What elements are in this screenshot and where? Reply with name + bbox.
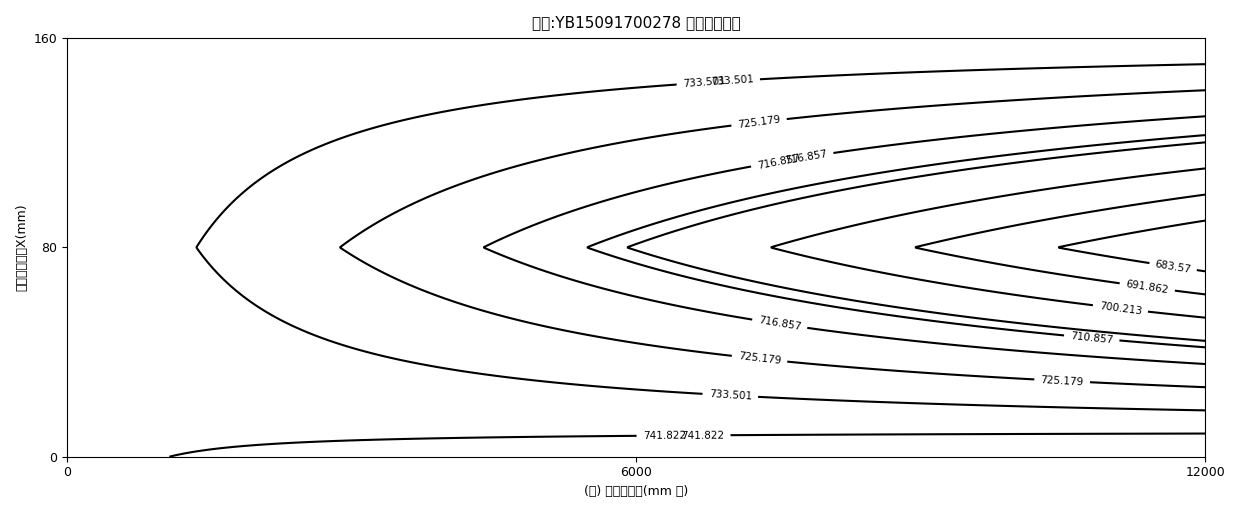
Text: 725.179: 725.179: [738, 351, 781, 366]
X-axis label: (图) 坐料长方向(mm 处): (图) 坐料长方向(mm 处): [584, 485, 688, 498]
Y-axis label: 坐料厚度方向X(mm): 坐料厚度方向X(mm): [15, 204, 29, 291]
Text: 733.501: 733.501: [711, 74, 754, 87]
Text: 716.857: 716.857: [784, 149, 828, 166]
Text: 716.857: 716.857: [756, 153, 801, 171]
Text: 733.501: 733.501: [682, 76, 727, 89]
Text: 691.862: 691.862: [1125, 279, 1169, 295]
Text: 741.822: 741.822: [681, 430, 724, 441]
Text: 725.179: 725.179: [737, 114, 781, 130]
Text: 700.213: 700.213: [1099, 301, 1142, 316]
Text: 741.822: 741.822: [642, 430, 686, 441]
Text: 683.57: 683.57: [1154, 259, 1192, 274]
Text: 710.857: 710.857: [1070, 331, 1114, 345]
Text: 725.179: 725.179: [1040, 374, 1084, 387]
Text: 733.501: 733.501: [708, 389, 751, 402]
Text: 716.857: 716.857: [758, 315, 802, 332]
Title: 炉号:YB15091700278 温度分布曲线: 炉号:YB15091700278 温度分布曲线: [532, 15, 740, 30]
